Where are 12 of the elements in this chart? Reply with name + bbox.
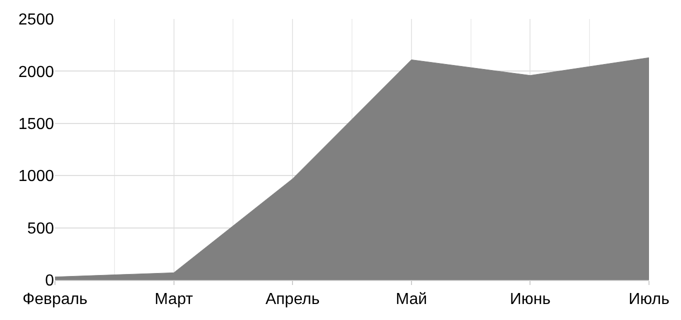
x-tick-label: Февраль <box>22 291 88 308</box>
x-tick-label: Май <box>396 291 428 308</box>
y-tick-label: 1500 <box>18 116 54 133</box>
y-tick-label: 1000 <box>18 168 54 186</box>
y-tick-label: 0 <box>45 272 54 290</box>
x-tick-label: Апрель <box>265 291 320 308</box>
y-tick-label: 2500 <box>18 12 54 29</box>
y-tick-label: 2000 <box>18 64 54 81</box>
x-tick-label: Март <box>154 291 194 308</box>
x-tick-label: Июнь <box>510 291 551 308</box>
y-tick-label: 500 <box>27 220 54 238</box>
x-tick-label: Июль <box>628 291 670 308</box>
